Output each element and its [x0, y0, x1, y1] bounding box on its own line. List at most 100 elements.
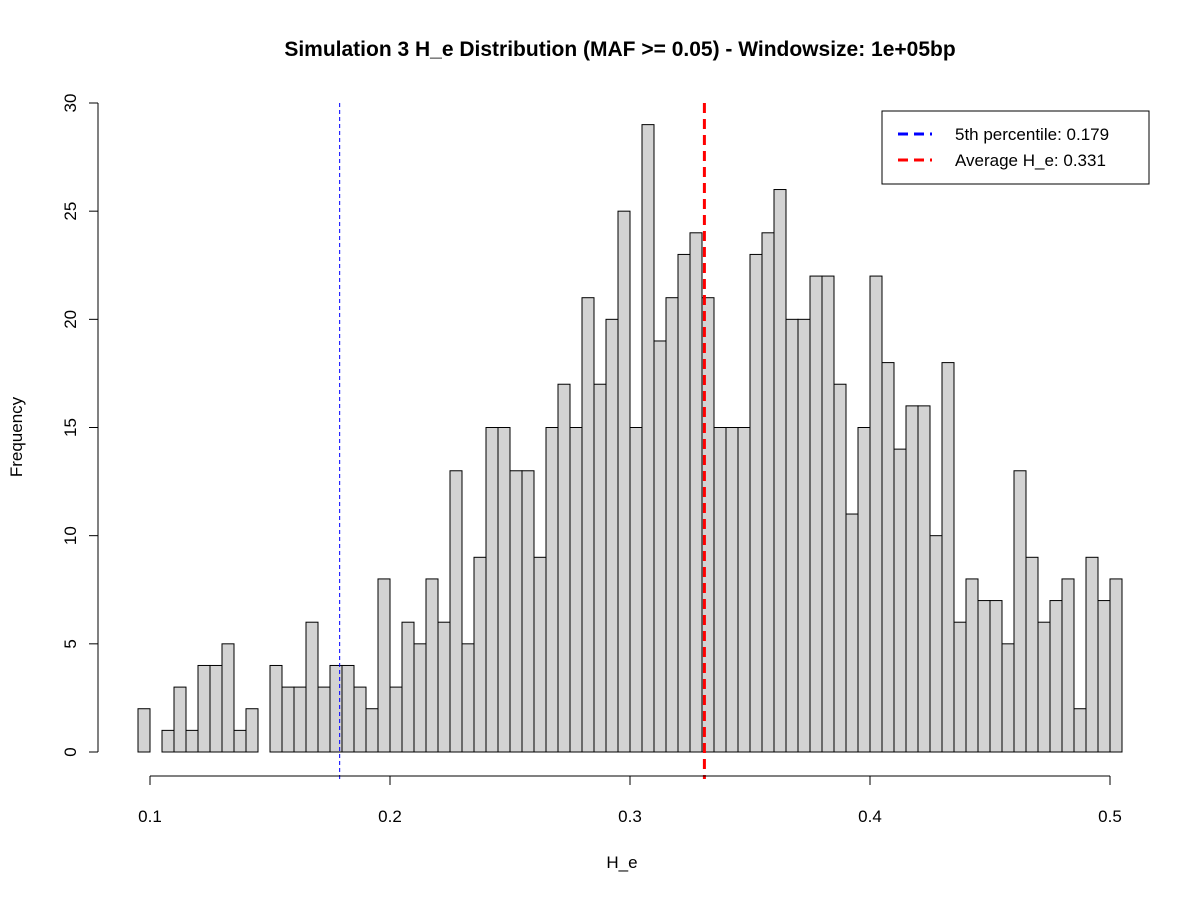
chart-title: Simulation 3 H_e Distribution (MAF >= 0.…	[284, 38, 955, 61]
histogram-bar	[989, 600, 1003, 753]
histogram-bar	[629, 427, 643, 753]
histogram-bar	[1109, 578, 1123, 753]
x-tick-label: 0.3	[618, 807, 642, 826]
histogram-bar	[1037, 621, 1051, 753]
histogram-bar	[353, 686, 367, 753]
histogram-bar	[905, 405, 919, 753]
histogram-bar	[773, 189, 787, 753]
histogram-bar	[1025, 556, 1039, 753]
y-tick-label: 30	[61, 94, 80, 113]
histogram-bar	[893, 448, 907, 753]
histogram-bar	[965, 578, 979, 753]
histogram-bar	[269, 664, 283, 753]
histogram-bar	[713, 427, 727, 753]
histogram-bar	[1061, 578, 1075, 753]
histogram-bar	[173, 686, 187, 753]
histogram-bar	[677, 253, 691, 753]
histogram-bar	[605, 318, 619, 753]
histogram-bar	[569, 427, 583, 753]
histogram-bar	[281, 686, 295, 753]
x-tick-label: 0.1	[138, 807, 162, 826]
histogram-bar	[977, 600, 991, 753]
histogram-bar	[617, 210, 631, 753]
histogram-bar	[929, 535, 943, 753]
histogram-bar	[485, 427, 499, 753]
histogram-bar	[521, 470, 535, 753]
y-axis: 0 5 10 15 20 25 30	[61, 94, 99, 757]
legend: 5th percentile: 0.179 Average H_e: 0.331	[881, 110, 1150, 185]
histogram-bar	[197, 664, 211, 753]
histogram-bar	[461, 643, 475, 753]
histogram-bar	[341, 664, 355, 753]
histogram-bar	[161, 729, 175, 753]
histogram-bar	[437, 621, 451, 753]
histogram-bar	[1013, 470, 1027, 753]
histogram-bar	[941, 362, 955, 753]
y-tick-label: 0	[61, 747, 80, 756]
y-tick-label: 5	[61, 639, 80, 648]
histogram-bar	[557, 383, 571, 753]
histogram-bar	[473, 556, 487, 753]
x-axis: 0.1 0.2 0.3 0.4 0.5	[138, 775, 1122, 826]
histogram-bar	[857, 427, 871, 753]
histogram-bar	[821, 275, 835, 753]
histogram-bar	[365, 708, 379, 753]
y-axis-title: Frequency	[7, 396, 26, 477]
histogram-bar	[185, 729, 199, 753]
histogram-bar	[797, 318, 811, 753]
x-tick-label: 0.4	[858, 807, 882, 826]
histogram-bar	[917, 405, 931, 753]
histogram-bar	[233, 729, 247, 753]
histogram-bar	[1073, 708, 1087, 753]
histogram-bar	[305, 621, 319, 753]
histogram-bar	[545, 427, 559, 753]
bars-group	[137, 124, 1123, 753]
histogram-bar	[593, 383, 607, 753]
histogram-bar	[581, 297, 595, 753]
histogram-bar	[1097, 600, 1111, 753]
x-axis-title: H_e	[606, 853, 637, 872]
histogram-bar	[509, 470, 523, 753]
histogram-bar	[689, 232, 703, 753]
histogram-bar	[221, 643, 235, 753]
y-tick-label: 20	[61, 310, 80, 329]
histogram-bar	[665, 297, 679, 753]
histogram-bar	[137, 708, 151, 753]
reference-lines	[339, 103, 706, 779]
histogram-bar	[1001, 643, 1015, 753]
histogram-bar	[209, 664, 223, 753]
histogram-bar	[749, 253, 763, 753]
histogram-bar	[869, 275, 883, 753]
histogram-bar	[785, 318, 799, 753]
histogram-bar	[425, 578, 439, 753]
y-tick-label: 10	[61, 526, 80, 545]
x-tick-label: 0.5	[1098, 807, 1122, 826]
legend-box	[881, 110, 1150, 185]
histogram-bar	[845, 513, 859, 753]
histogram-bar	[725, 427, 739, 753]
histogram-bar	[497, 427, 511, 753]
legend-average-label: Average H_e: 0.331	[955, 151, 1106, 170]
histogram-bar	[737, 427, 751, 753]
histogram-bar	[377, 578, 391, 753]
histogram-bar	[389, 686, 403, 753]
legend-percentile-label: 5th percentile: 0.179	[955, 125, 1109, 144]
histogram-bar	[761, 232, 775, 753]
histogram-bar	[1049, 600, 1063, 753]
histogram-bar	[833, 383, 847, 753]
histogram-bar	[293, 686, 307, 753]
histogram-bar	[449, 470, 463, 753]
histogram-bar	[953, 621, 967, 753]
histogram-bar	[809, 275, 823, 753]
histogram-bar	[533, 556, 547, 753]
histogram-bar	[641, 124, 655, 753]
histogram-bar	[413, 643, 427, 753]
histogram-bar	[653, 340, 667, 753]
y-tick-label: 25	[61, 202, 80, 221]
histogram-bar	[317, 686, 331, 753]
histogram-bar	[401, 621, 415, 753]
x-tick-label: 0.2	[378, 807, 402, 826]
histogram-bar	[1085, 556, 1099, 753]
